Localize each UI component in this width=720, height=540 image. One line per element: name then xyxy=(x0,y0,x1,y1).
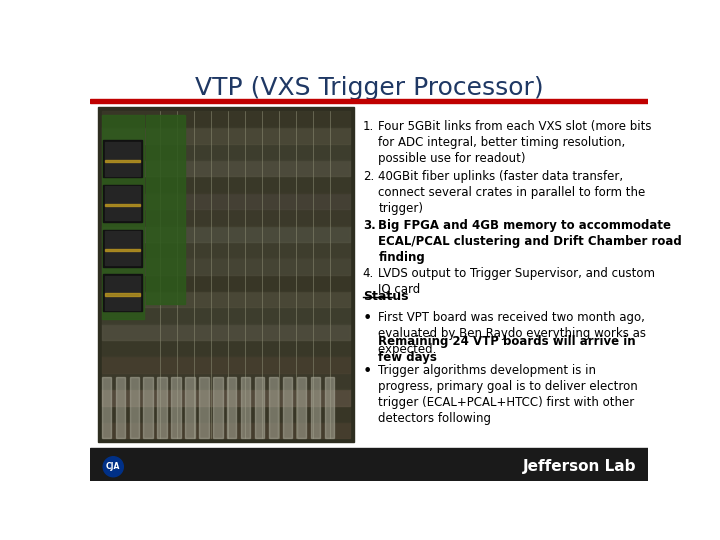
Bar xyxy=(158,377,167,438)
Bar xyxy=(102,226,350,242)
Bar xyxy=(103,140,142,177)
Bar xyxy=(102,377,111,438)
Bar xyxy=(102,275,350,291)
Bar xyxy=(311,377,320,438)
Text: LVDS output to Trigger Supervisor, and custom
IO card: LVDS output to Trigger Supervisor, and c… xyxy=(378,267,655,295)
Text: 4.: 4. xyxy=(363,267,374,280)
Bar xyxy=(102,160,350,177)
Bar xyxy=(213,377,222,438)
Bar xyxy=(103,185,142,222)
Bar xyxy=(102,389,350,406)
Bar xyxy=(90,99,648,103)
Text: 2.: 2. xyxy=(363,170,374,183)
Bar xyxy=(104,142,140,176)
Bar xyxy=(102,356,350,373)
Bar xyxy=(116,377,125,438)
Text: Jefferson Lab: Jefferson Lab xyxy=(523,459,636,474)
Bar xyxy=(102,127,350,144)
Bar xyxy=(145,115,184,303)
Text: Remaining 24 VTP boards will arrive in
few days: Remaining 24 VTP boards will arrive in f… xyxy=(378,335,636,364)
Bar xyxy=(104,276,140,309)
Bar xyxy=(171,377,181,438)
Bar xyxy=(297,377,306,438)
Bar xyxy=(143,377,153,438)
Bar xyxy=(185,377,194,438)
Bar xyxy=(104,204,140,206)
Bar xyxy=(102,177,350,193)
Text: 1.: 1. xyxy=(363,120,374,133)
Bar xyxy=(102,422,350,438)
Bar xyxy=(102,406,350,422)
Bar xyxy=(269,377,279,438)
Bar xyxy=(103,274,142,311)
Bar xyxy=(102,291,350,307)
Bar xyxy=(241,377,251,438)
Circle shape xyxy=(103,457,123,477)
Bar xyxy=(228,377,236,438)
Bar xyxy=(102,307,350,323)
Bar xyxy=(104,159,140,162)
Text: Trigger algorithms development is in
progress, primary goal is to deliver electr: Trigger algorithms development is in pro… xyxy=(378,363,638,424)
Bar xyxy=(104,186,140,220)
Bar xyxy=(103,230,142,267)
Bar xyxy=(90,448,648,481)
Text: First VPT board was received two month ago,
evaluated by Ben Raydo everything wo: First VPT board was received two month a… xyxy=(378,311,647,356)
Bar xyxy=(102,373,350,389)
Bar xyxy=(102,209,350,226)
Text: •: • xyxy=(363,363,372,379)
Bar xyxy=(255,377,264,438)
Bar xyxy=(98,107,354,442)
Text: •: • xyxy=(363,311,372,326)
Bar xyxy=(104,294,140,296)
Text: 40GBit fiber uplinks (faster data transfer,
connect several crates in parallel t: 40GBit fiber uplinks (faster data transf… xyxy=(378,170,646,215)
Bar xyxy=(102,258,350,275)
Text: Four 5GBit links from each VXS slot (more bits
for ADC integral, better timing r: Four 5GBit links from each VXS slot (mor… xyxy=(378,120,652,165)
Text: Big FPGA and 4GB memory to accommodate
ECAL/PCAL clustering and Drift Chamber ro: Big FPGA and 4GB memory to accommodate E… xyxy=(378,219,682,264)
Text: CJA: CJA xyxy=(106,462,120,471)
Text: Status: Status xyxy=(363,289,408,302)
Bar xyxy=(102,242,350,258)
Bar xyxy=(325,377,334,438)
Bar xyxy=(104,231,140,265)
Bar xyxy=(199,377,209,438)
Text: VTP (VXS Trigger Processor): VTP (VXS Trigger Processor) xyxy=(194,76,544,100)
Bar xyxy=(102,193,350,209)
Bar xyxy=(102,340,350,356)
Bar xyxy=(102,144,350,160)
Bar xyxy=(283,377,292,438)
Bar xyxy=(102,323,350,340)
Bar xyxy=(104,249,140,251)
Text: 3.: 3. xyxy=(363,219,376,232)
Bar xyxy=(102,111,350,127)
Bar xyxy=(102,115,144,319)
Bar xyxy=(130,377,139,438)
